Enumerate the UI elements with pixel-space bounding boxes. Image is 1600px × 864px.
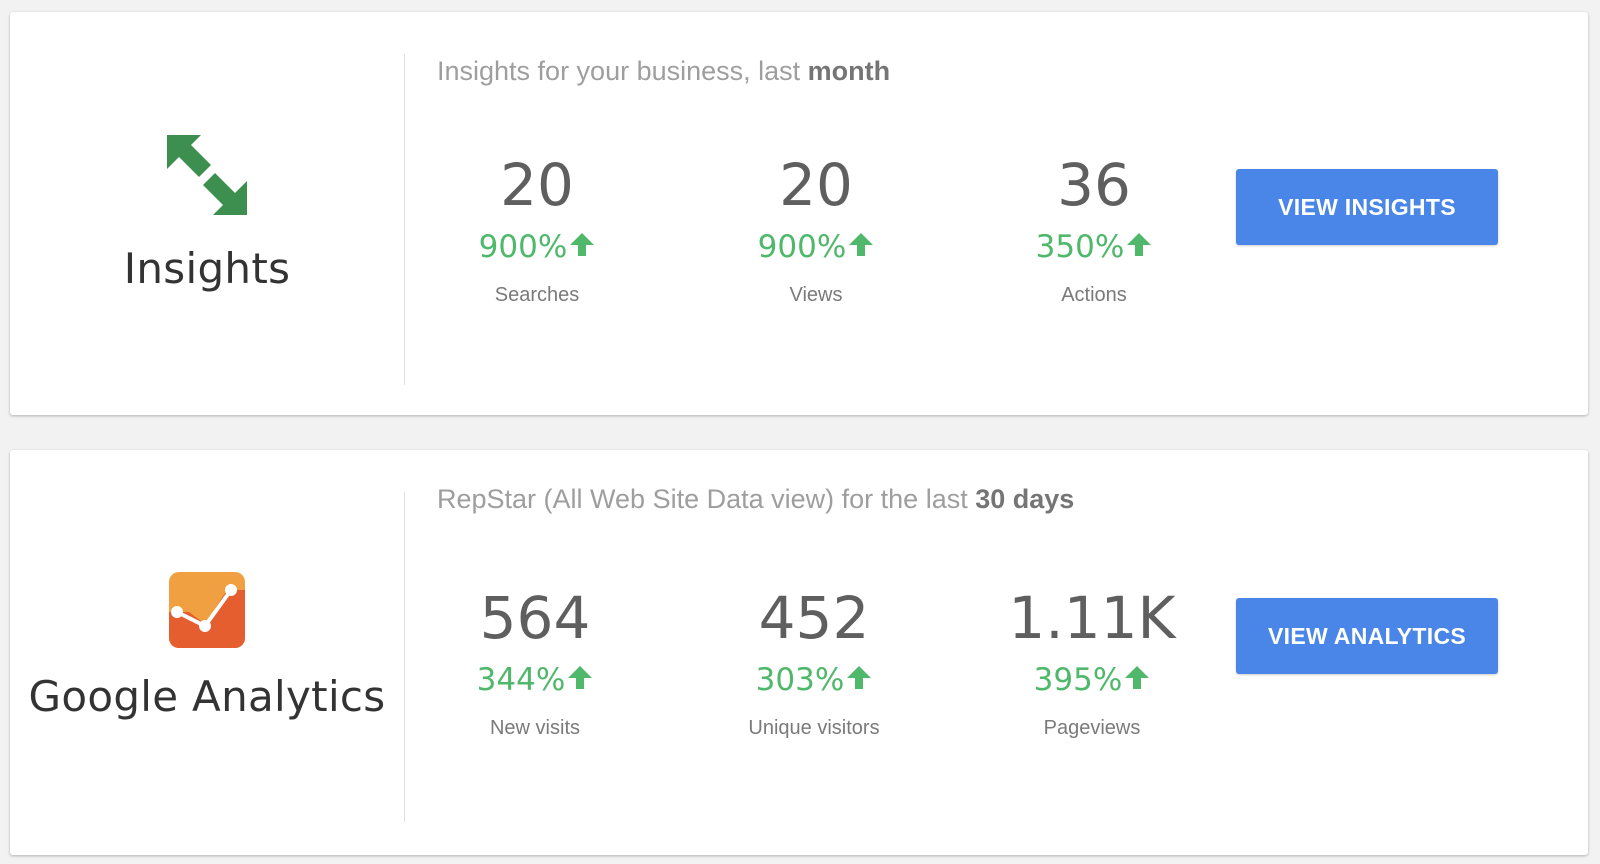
metric-change-value: 395%	[1033, 662, 1123, 698]
insights-divider	[404, 54, 405, 385]
analytics-brand: Google Analytics	[10, 450, 404, 855]
analytics-title: Google Analytics	[28, 672, 386, 721]
insights-subtitle: Insights for your business, last month	[437, 56, 890, 87]
metric-change-value: 900%	[757, 229, 847, 265]
metric-change-value: 344%	[476, 662, 566, 698]
arrow-up-icon	[847, 665, 872, 689]
insights-subtitle-period: month	[807, 56, 891, 86]
metric-change: 900%	[479, 232, 596, 263]
metric-label: Actions	[1061, 284, 1127, 306]
view-analytics-button[interactable]: VIEW ANALYTICS	[1236, 598, 1498, 674]
metric-change: 900%	[758, 232, 875, 263]
metric-change-value: 350%	[1035, 229, 1125, 265]
metric-label: New visits	[489, 717, 580, 739]
metric-value: 452	[758, 584, 870, 652]
metric-change: 344%	[477, 665, 594, 696]
analytics-subtitle: RepStar (All Web Site Data view) for the…	[437, 484, 1074, 515]
arrow-up-icon	[1125, 665, 1150, 689]
analytics-subtitle-text: RepStar (All Web Site Data view) for the…	[437, 484, 976, 514]
insights-subtitle-text: Insights for your business, last	[437, 56, 808, 86]
google-analytics-icon	[169, 572, 245, 653]
view-insights-button[interactable]: VIEW INSIGHTS	[1236, 169, 1498, 245]
metric-label: Views	[789, 284, 843, 306]
analytics-subtitle-period: 30 days	[975, 484, 1075, 514]
metric-views: 20 900% Views	[674, 156, 958, 305]
arrow-up-icon	[568, 665, 593, 689]
metric-label: Unique visitors	[748, 717, 880, 739]
arrow-up-icon	[570, 232, 595, 256]
metric-value: 20	[779, 151, 853, 219]
analytics-divider	[404, 492, 405, 822]
metric-value: 20	[500, 151, 574, 219]
metric-change: 395%	[1034, 665, 1151, 696]
insights-arrows-icon	[165, 133, 249, 222]
insights-brand: Insights	[10, 12, 404, 415]
metric-actions: 36 350% Actions	[952, 156, 1236, 305]
arrow-up-icon	[1127, 232, 1152, 256]
metric-change-value: 900%	[478, 229, 568, 265]
metric-value: 564	[479, 584, 591, 652]
metric-change: 350%	[1036, 232, 1153, 263]
insights-title: Insights	[123, 244, 291, 293]
metric-change: 303%	[756, 665, 873, 696]
metric-label: Pageviews	[1043, 717, 1141, 739]
insights-card: Insights Insights for your business, las…	[10, 12, 1588, 415]
metric-value: 36	[1057, 151, 1131, 219]
metric-searches: 20 900% Searches	[395, 156, 679, 305]
google-analytics-card: Google Analytics RepStar (All Web Site D…	[10, 450, 1588, 855]
metric-change-value: 303%	[755, 662, 845, 698]
metric-new-visits: 564 344% New visits	[393, 589, 677, 738]
arrow-up-icon	[849, 232, 874, 256]
metric-pageviews: 1.11K 395% Pageviews	[950, 589, 1234, 738]
metric-label: Searches	[494, 284, 580, 306]
metric-value: 1.11K	[1008, 584, 1176, 652]
metric-unique-visitors: 452 303% Unique visitors	[672, 589, 956, 738]
